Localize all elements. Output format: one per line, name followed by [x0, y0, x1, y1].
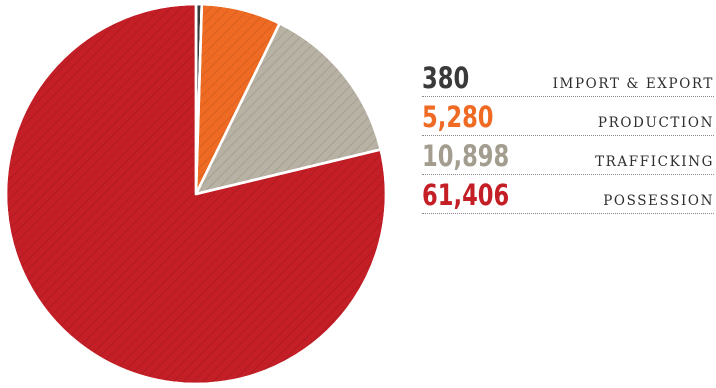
legend-item-import-export: 380 IMPORT & EXPORT [422, 58, 714, 97]
legend-value: 5,280 [422, 100, 494, 134]
legend-label: TRAFFICKING [595, 153, 714, 170]
pie-chart [4, 2, 388, 386]
legend-label: POSSESSION [603, 192, 714, 209]
legend-value: 61,406 [422, 178, 510, 212]
pie-slice-possession [4, 2, 388, 386]
legend-item-trafficking: 10,898 TRAFFICKING [422, 136, 714, 175]
legend-label: PRODUCTION [597, 114, 714, 131]
legend-value: 380 [422, 61, 470, 95]
legend-label: IMPORT & EXPORT [552, 75, 714, 92]
pie-slice-trafficking [194, 22, 382, 196]
pie-slice-production [194, 2, 281, 196]
legend-item-possession: 61,406 POSSESSION [422, 175, 714, 214]
legend-item-production: 5,280 PRODUCTION [422, 97, 714, 136]
chart-legend: 380 IMPORT & EXPORT 5,280 PRODUCTION 10,898 T… [422, 58, 714, 214]
legend-value: 10,898 [422, 139, 510, 173]
